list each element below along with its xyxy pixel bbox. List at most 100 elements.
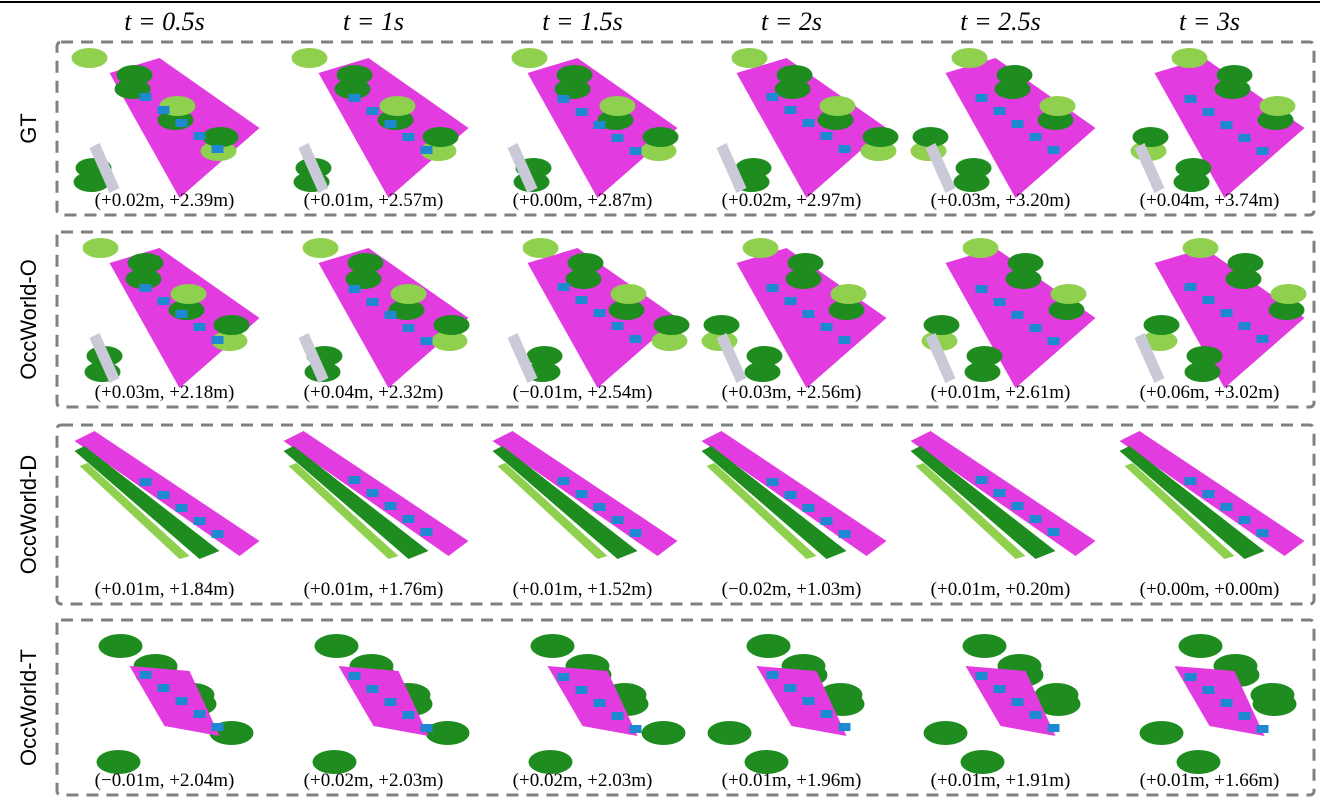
vehicle-voxel — [1048, 337, 1060, 345]
voxel-region — [747, 634, 791, 658]
voxel-region — [557, 65, 593, 85]
occupancy-render — [911, 48, 1096, 198]
occupancy-render — [83, 238, 260, 388]
vehicle-voxel — [630, 725, 642, 733]
voxel-region — [863, 127, 899, 147]
vehicle-voxel — [367, 685, 379, 693]
occupancy-render — [911, 431, 1096, 559]
vehicle-voxel — [785, 106, 797, 114]
vehicle-voxel — [385, 698, 397, 706]
voxel-region — [788, 253, 824, 273]
voxel-region — [1260, 96, 1296, 116]
vehicle-voxel — [1012, 502, 1024, 510]
vehicle-voxel — [767, 478, 779, 486]
vehicle-voxel — [1012, 120, 1024, 128]
caption: (+0.06m, +3.02m) — [1140, 382, 1280, 403]
voxel-region — [292, 48, 328, 68]
vehicle-voxel — [1221, 121, 1233, 129]
voxel-region — [72, 48, 108, 68]
occupancy-render — [529, 634, 686, 774]
voxel-region — [337, 65, 373, 85]
vehicle-voxel — [994, 298, 1006, 306]
column-header: t = 0.5s — [124, 7, 204, 36]
voxel-region — [747, 346, 783, 366]
occupancy-render — [702, 431, 887, 559]
vehicle-voxel — [1221, 503, 1233, 511]
voxel-region — [967, 346, 1003, 366]
voxel-region — [214, 315, 250, 335]
vehicle-voxel — [558, 477, 570, 485]
occupancy-render — [924, 634, 1081, 774]
voxel-region — [1144, 315, 1180, 335]
vehicle-voxel — [785, 684, 797, 692]
row-label: OccWorld-T — [16, 649, 41, 766]
vehicle-voxel — [158, 684, 170, 692]
column-header: t = 2.5s — [960, 7, 1040, 36]
vehicle-voxel — [421, 528, 433, 536]
caption: (+0.00m, +0.00m) — [1140, 579, 1280, 600]
vehicle-voxel — [1257, 147, 1269, 155]
vehicle-voxel — [994, 685, 1006, 693]
vehicle-voxel — [785, 491, 797, 499]
voxel-region — [1172, 48, 1208, 68]
vehicle-voxel — [1239, 516, 1251, 524]
caption: (−0.01m, +2.54m) — [513, 382, 653, 403]
caption: (+0.03m, +2.18m) — [95, 382, 235, 403]
caption: (−0.01m, +2.04m) — [95, 770, 235, 791]
voxel-region — [315, 634, 359, 658]
vehicle-voxel — [1203, 108, 1215, 116]
vehicle-voxel — [558, 283, 570, 291]
vehicle-voxel — [1185, 673, 1197, 681]
voxel-region — [1133, 127, 1169, 147]
voxel-region — [1217, 65, 1253, 85]
vehicle-voxel — [212, 723, 224, 731]
voxel-region — [512, 48, 548, 68]
occupancy-render — [508, 238, 690, 388]
vehicle-voxel — [158, 297, 170, 305]
voxel-region — [820, 96, 856, 116]
vehicle-voxel — [158, 491, 170, 499]
vehicle-voxel — [140, 671, 152, 679]
vehicle-voxel — [1048, 528, 1060, 536]
vehicle-voxel — [1257, 335, 1269, 343]
occupancy-render — [1131, 48, 1305, 198]
vehicle-voxel — [630, 147, 642, 155]
caption: (+0.00m, +2.87m) — [513, 190, 653, 211]
caption: (+0.01m, +1.76m) — [304, 579, 444, 600]
vehicle-voxel — [212, 336, 224, 344]
vehicle-voxel — [403, 324, 415, 332]
voxel-region — [303, 238, 339, 258]
vehicle-voxel — [558, 95, 570, 103]
voxel-region — [1228, 253, 1264, 273]
voxel-region — [963, 634, 1007, 658]
voxel-region — [83, 238, 119, 258]
vehicle-voxel — [803, 310, 815, 318]
vehicle-voxel — [839, 336, 851, 344]
voxel-region — [1187, 346, 1223, 366]
vehicle-voxel — [839, 723, 851, 731]
voxel-region — [600, 96, 636, 116]
voxel-region — [99, 634, 143, 658]
voxel-region — [568, 253, 604, 273]
vehicle-voxel — [403, 711, 415, 719]
voxel-region — [743, 238, 779, 258]
vehicle-voxel — [194, 132, 206, 140]
vehicle-voxel — [976, 94, 988, 102]
vehicle-voxel — [1012, 698, 1024, 706]
occupancy-render — [284, 431, 469, 559]
vehicle-voxel — [994, 489, 1006, 497]
vehicle-voxel — [421, 146, 433, 154]
row-box — [57, 620, 1314, 795]
vehicle-voxel — [194, 517, 206, 525]
vehicle-voxel — [767, 284, 779, 292]
vehicle-voxel — [576, 490, 588, 498]
voxel-region — [1179, 634, 1223, 658]
vehicle-voxel — [385, 120, 397, 128]
column-header: t = 1.5s — [542, 7, 622, 36]
vehicle-voxel — [594, 121, 606, 129]
occupancy-render — [508, 48, 679, 198]
voxel-region — [777, 65, 813, 85]
voxel-region — [963, 238, 999, 258]
occupancy-render — [493, 431, 678, 559]
vehicle-voxel — [1185, 477, 1197, 485]
